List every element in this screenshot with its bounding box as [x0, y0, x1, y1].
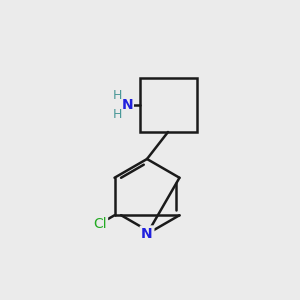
Text: H: H [113, 107, 122, 121]
Text: N: N [122, 98, 133, 112]
Text: Cl: Cl [93, 217, 107, 230]
Text: N: N [141, 227, 153, 241]
Text: H: H [113, 89, 122, 103]
